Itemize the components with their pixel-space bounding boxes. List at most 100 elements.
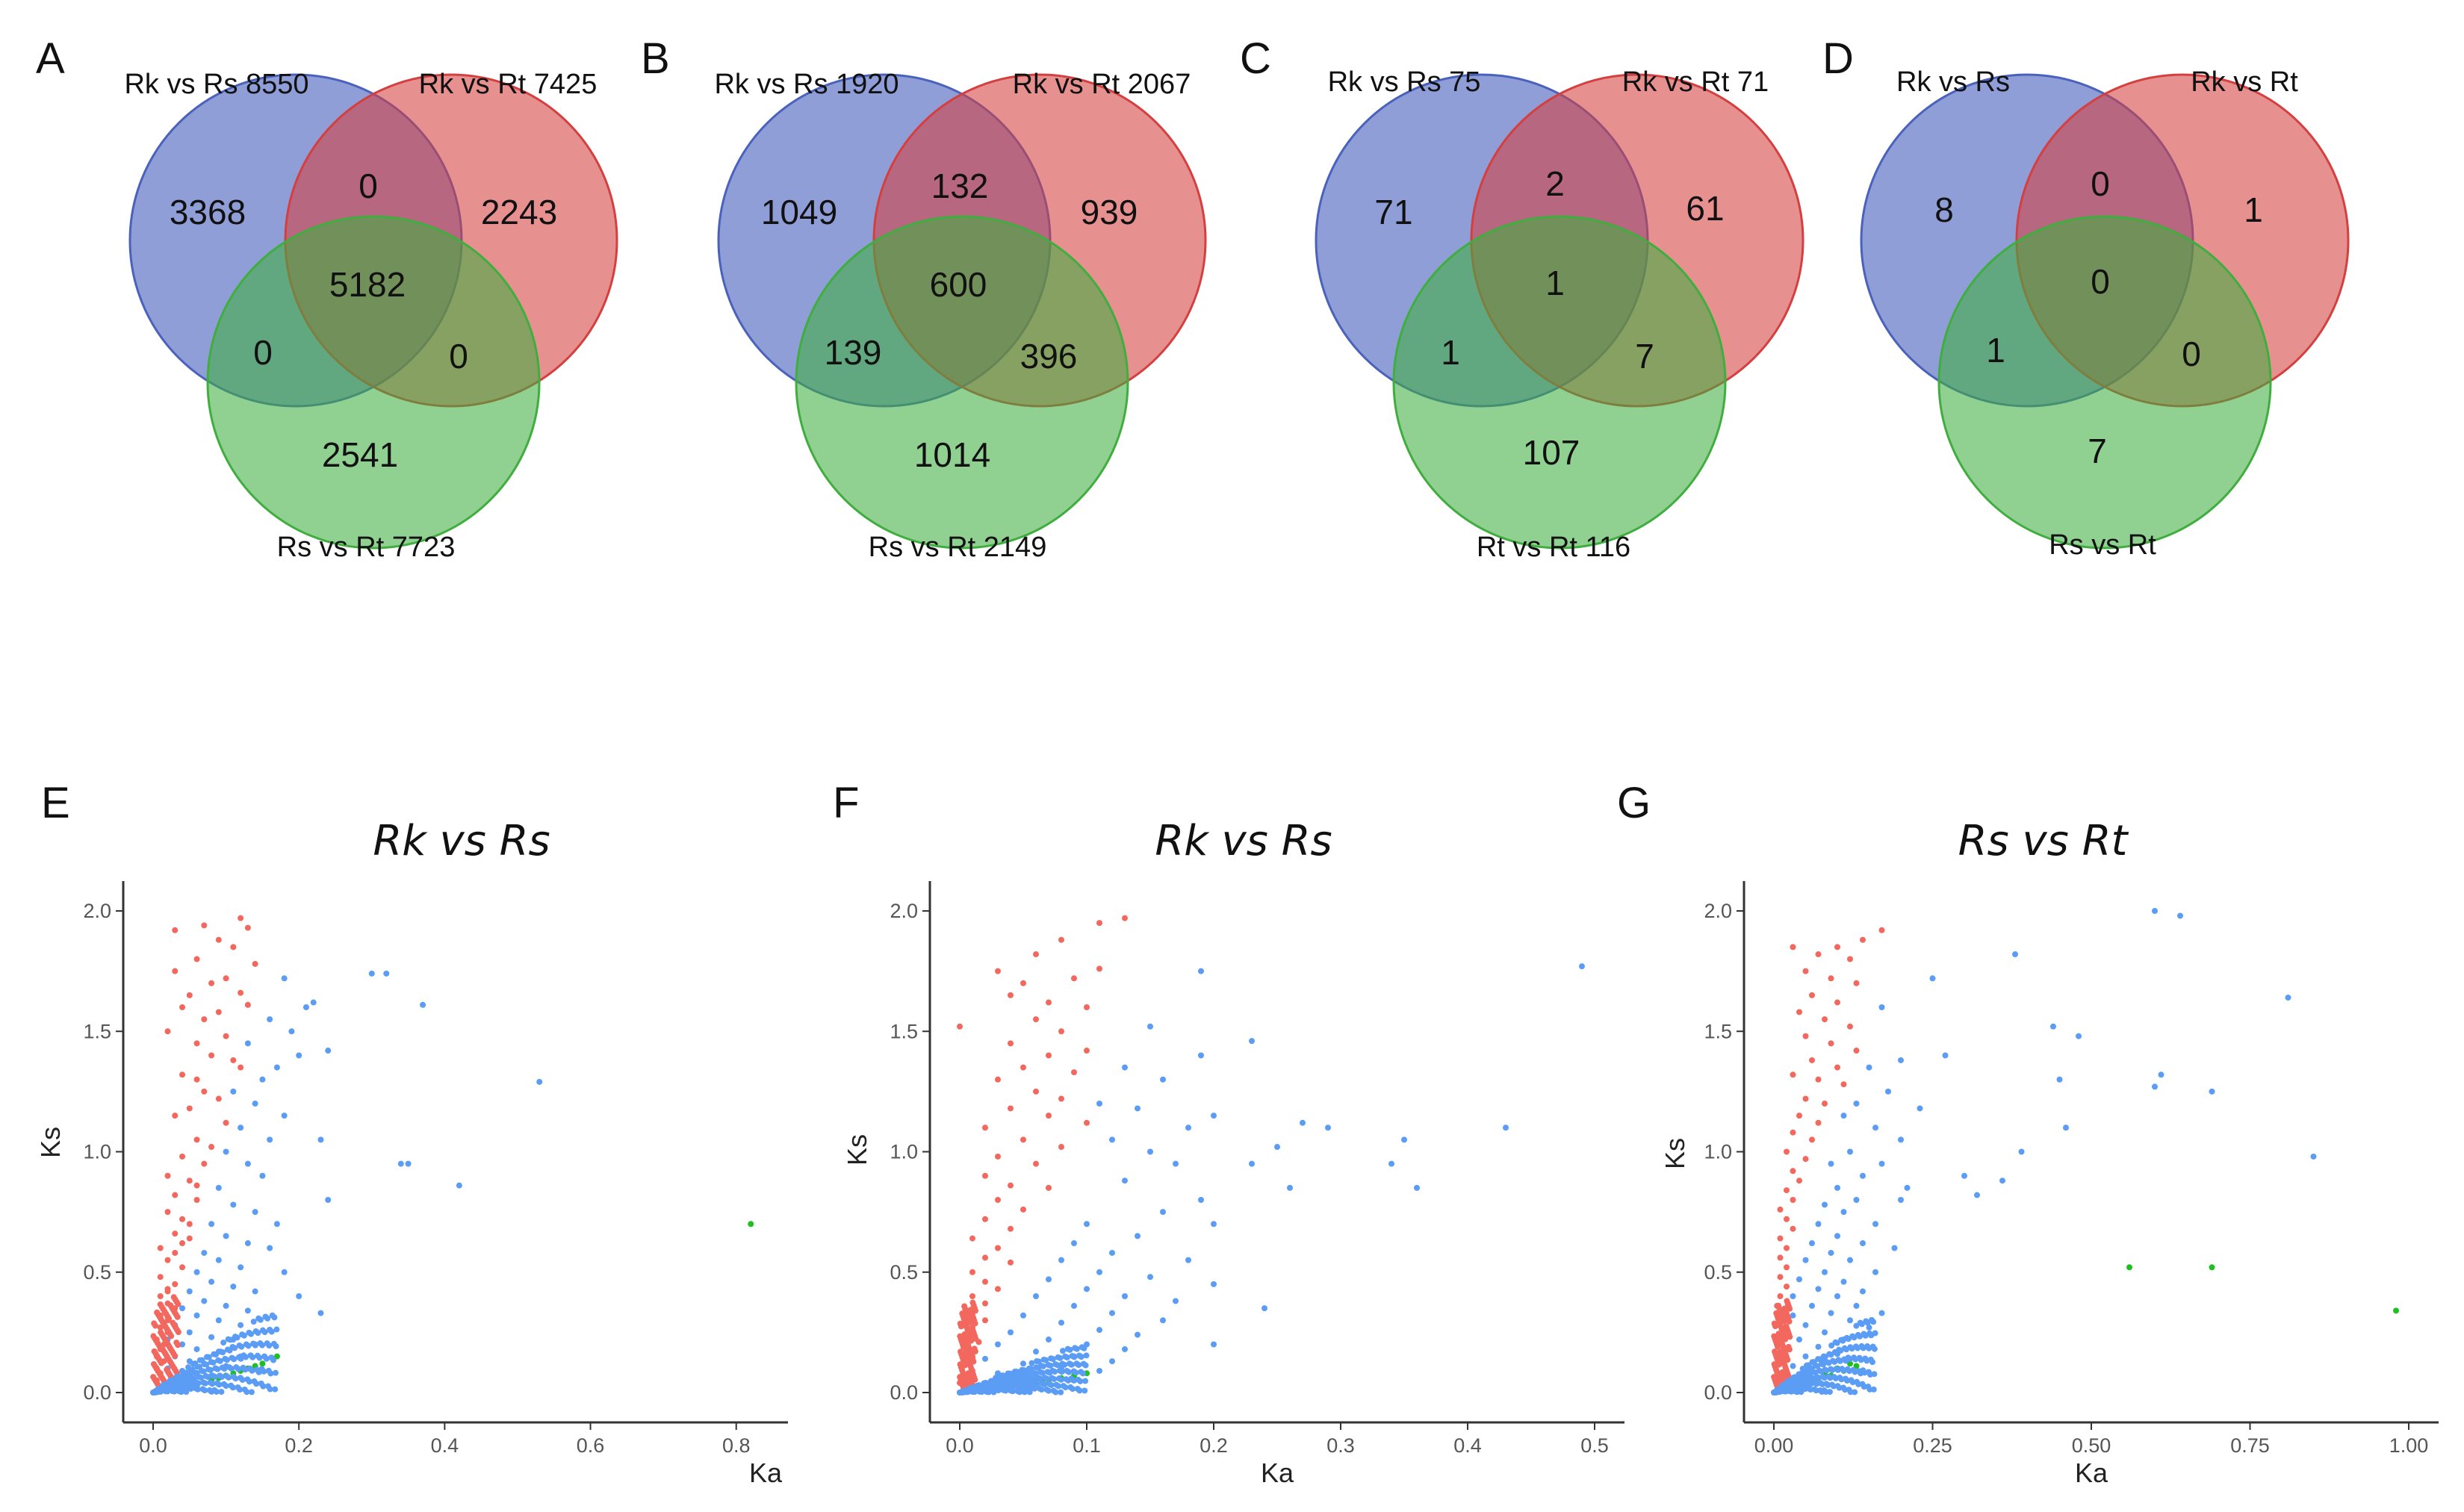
plot-e-point-blue — [215, 1184, 222, 1191]
plot-g-point-blue — [1840, 1209, 1847, 1216]
plot-e-point-blue — [273, 1326, 280, 1333]
plot-f-point-blue — [1039, 1380, 1046, 1387]
plot-e-point-blue — [272, 1386, 279, 1393]
plot-f-point-red — [1046, 1113, 1052, 1119]
plot-f-point-blue — [1044, 1369, 1051, 1375]
plot-f-point-red — [1046, 1184, 1052, 1191]
plot-g-point-blue — [1828, 1249, 1834, 1256]
plot-e-point-red — [154, 1309, 161, 1316]
plot-g-point-red — [1771, 1320, 1778, 1327]
plot-g-point-blue — [2152, 1083, 2158, 1090]
plot-f-point-blue — [1049, 1375, 1055, 1381]
plot-g-point-blue — [1885, 1088, 1891, 1095]
plot-f-point-red — [969, 1269, 975, 1275]
plot-e-point-blue — [208, 1359, 214, 1366]
plot-g-point-blue — [1790, 1363, 1796, 1369]
plot-f-point-red — [982, 1172, 988, 1179]
plot-e-point-blue — [262, 1313, 269, 1320]
panel-letter-a: A — [36, 34, 65, 83]
plot-f-point-red — [1008, 1259, 1014, 1266]
plot-f-point-blue — [1122, 1293, 1128, 1299]
plot-e-point-blue — [258, 1366, 265, 1372]
plot-g-point-blue — [1834, 1233, 1840, 1239]
venn-a-count-2-3: 0 — [449, 337, 468, 376]
plot-g-point-red — [1775, 1331, 1782, 1337]
plot-e-point-red — [230, 1057, 237, 1063]
plot-g-point-blue — [1860, 1172, 1866, 1179]
plot-e-point-red — [179, 1216, 186, 1222]
plot-g-point-red — [1809, 992, 1815, 998]
plot-g-point-blue — [1787, 1388, 1793, 1395]
plot-f-point-red — [995, 1286, 1001, 1292]
plot-e-point-red — [186, 1235, 193, 1242]
plot-g-point-red — [1784, 1264, 1790, 1271]
plot-e-point-blue — [208, 1334, 215, 1340]
plot-g-point-blue — [1870, 1386, 1877, 1393]
plot-f-point-blue — [1160, 1317, 1166, 1324]
plot-e-point-blue — [405, 1160, 412, 1167]
plot-f-point-red — [1084, 1119, 1090, 1126]
plot-g-point-blue — [1856, 1354, 1863, 1361]
plot-e-point-blue — [194, 1363, 201, 1370]
plot-f-point-blue — [1052, 1361, 1058, 1368]
plot-g-point-blue — [1898, 1197, 1904, 1203]
plot-f-point-red — [995, 1153, 1001, 1160]
plot-e-point-blue — [238, 1264, 244, 1271]
plot-g-point-red — [1771, 1333, 1778, 1340]
plot-e-point-red — [157, 1245, 164, 1251]
plot-f-point-red — [995, 968, 1001, 974]
plot-g-point-blue — [1822, 1366, 1828, 1373]
plot-f-point-blue — [1008, 1383, 1014, 1390]
plot-g-point-blue — [2177, 912, 2183, 919]
plot-e-point-blue — [223, 1148, 229, 1155]
plot-e-point-blue — [254, 1366, 261, 1373]
venn-b-count-only-3: 1014 — [914, 435, 990, 474]
venn-a-circle-3 — [206, 215, 541, 550]
plot-f-point-blue — [1016, 1371, 1022, 1378]
plot-e-point-blue — [267, 1016, 273, 1023]
plot-g-point-blue — [1815, 1343, 1822, 1350]
plot-e-point-blue — [317, 1136, 324, 1143]
plot-f-point-blue — [1055, 1375, 1062, 1382]
plot-g-point-blue — [1831, 1374, 1837, 1381]
plot-f-point-red — [982, 1124, 988, 1131]
plot-g-point-blue — [1825, 1373, 1832, 1380]
plot-f-point-blue — [1026, 1389, 1033, 1396]
plot-e-point-red — [186, 1177, 193, 1184]
plot-g-point-red — [1847, 956, 1853, 962]
plot-f-point-blue — [1064, 1345, 1071, 1352]
plot-e-point-blue — [220, 1340, 227, 1346]
plot-f-point-blue — [1033, 1364, 1040, 1371]
plot-f-point-blue — [1096, 1327, 1102, 1334]
venn-c-set-label-3: Rt vs Rt 116 — [1477, 532, 1630, 563]
venn-c-count-only-3: 107 — [1523, 433, 1580, 472]
plot-f-point-red — [961, 1331, 968, 1338]
plot-g-x-tick-label: 1.00 — [2389, 1434, 2429, 1457]
plot-g-point-blue — [1847, 1148, 1853, 1155]
plot-g-point-blue — [1929, 975, 1936, 982]
plot-g-point-red — [1822, 1016, 1828, 1023]
plot-g-point-blue — [1823, 1381, 1830, 1387]
plot-f-point-blue — [1401, 1136, 1407, 1143]
plot-g-point-red — [1777, 1206, 1784, 1213]
plot-f-point-blue — [1300, 1119, 1306, 1126]
plot-g-point-red — [1790, 1129, 1796, 1136]
plot-f-point-blue — [1067, 1384, 1074, 1390]
plot-g-point-red — [1784, 1187, 1790, 1194]
plot-g-point-blue — [1849, 1333, 1856, 1340]
plot-g-point-green — [2126, 1264, 2132, 1271]
plot-g-point-blue — [1872, 1330, 1878, 1337]
plot-f-point-red — [1084, 1004, 1090, 1010]
plot-f-point-blue — [1069, 1352, 1076, 1359]
plot-e-point-red — [201, 1088, 208, 1095]
plot-f-point-blue — [1579, 963, 1585, 970]
venn-d-circle-3 — [1937, 215, 2272, 550]
plot-g-point-blue — [1851, 1354, 1858, 1361]
plot-g-point-blue — [1802, 1322, 1809, 1328]
plot-e-point-blue — [188, 1381, 195, 1387]
plot-e-point-blue — [212, 1365, 219, 1372]
plot-f-point-red — [1020, 1206, 1026, 1213]
plot-g-point-blue — [1815, 1356, 1822, 1363]
plot-f-point-blue — [1040, 1356, 1047, 1363]
plot-e-point-red — [215, 1095, 222, 1102]
